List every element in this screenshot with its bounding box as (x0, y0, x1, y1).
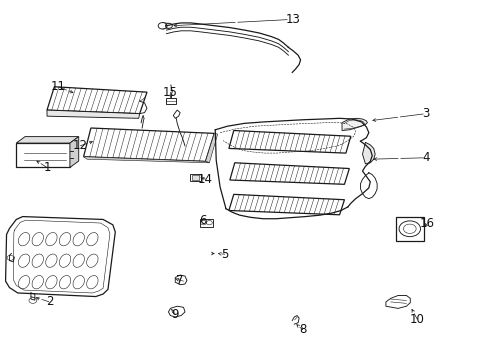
Polygon shape (228, 131, 350, 153)
Ellipse shape (45, 254, 57, 267)
Ellipse shape (86, 233, 98, 246)
Ellipse shape (59, 275, 71, 289)
Polygon shape (175, 275, 186, 285)
Ellipse shape (19, 275, 30, 289)
Bar (165, 98, 176, 104)
Polygon shape (205, 134, 217, 163)
Polygon shape (229, 163, 348, 184)
Polygon shape (362, 142, 374, 164)
Polygon shape (173, 110, 180, 118)
Ellipse shape (59, 233, 71, 246)
Ellipse shape (59, 254, 71, 267)
Ellipse shape (73, 254, 84, 267)
Polygon shape (5, 217, 115, 297)
Text: 16: 16 (419, 217, 434, 230)
Ellipse shape (19, 233, 30, 246)
Polygon shape (341, 118, 366, 131)
Text: 1: 1 (43, 161, 51, 174)
Text: 12: 12 (72, 139, 87, 152)
Text: 8: 8 (299, 323, 306, 336)
Text: 15: 15 (163, 86, 178, 99)
Text: 4: 4 (421, 151, 429, 164)
Ellipse shape (19, 254, 30, 267)
Bar (16, 143, 70, 167)
Ellipse shape (73, 233, 84, 246)
Text: 6: 6 (199, 214, 206, 227)
Text: 13: 13 (285, 13, 300, 26)
Polygon shape (16, 136, 79, 143)
Polygon shape (168, 306, 184, 317)
Polygon shape (83, 128, 214, 161)
Text: 5: 5 (221, 248, 228, 261)
Ellipse shape (86, 275, 98, 289)
Ellipse shape (45, 275, 57, 289)
Ellipse shape (86, 254, 98, 267)
Text: 14: 14 (198, 173, 213, 186)
Text: 7: 7 (176, 274, 183, 287)
Bar (395, 217, 423, 241)
Polygon shape (70, 136, 79, 167)
Ellipse shape (32, 254, 43, 267)
Polygon shape (228, 194, 344, 215)
Polygon shape (47, 87, 147, 114)
Ellipse shape (73, 275, 84, 289)
Polygon shape (83, 157, 209, 163)
Ellipse shape (45, 233, 57, 246)
Ellipse shape (32, 275, 43, 289)
Text: 10: 10 (409, 313, 424, 327)
Polygon shape (47, 110, 140, 118)
Bar (199, 219, 213, 226)
Bar (189, 174, 200, 181)
Polygon shape (385, 296, 409, 309)
Text: 9: 9 (171, 308, 179, 321)
Text: 3: 3 (421, 107, 428, 120)
Bar (191, 175, 198, 180)
Text: 11: 11 (51, 80, 65, 93)
Ellipse shape (32, 233, 43, 246)
Text: 2: 2 (45, 296, 53, 309)
